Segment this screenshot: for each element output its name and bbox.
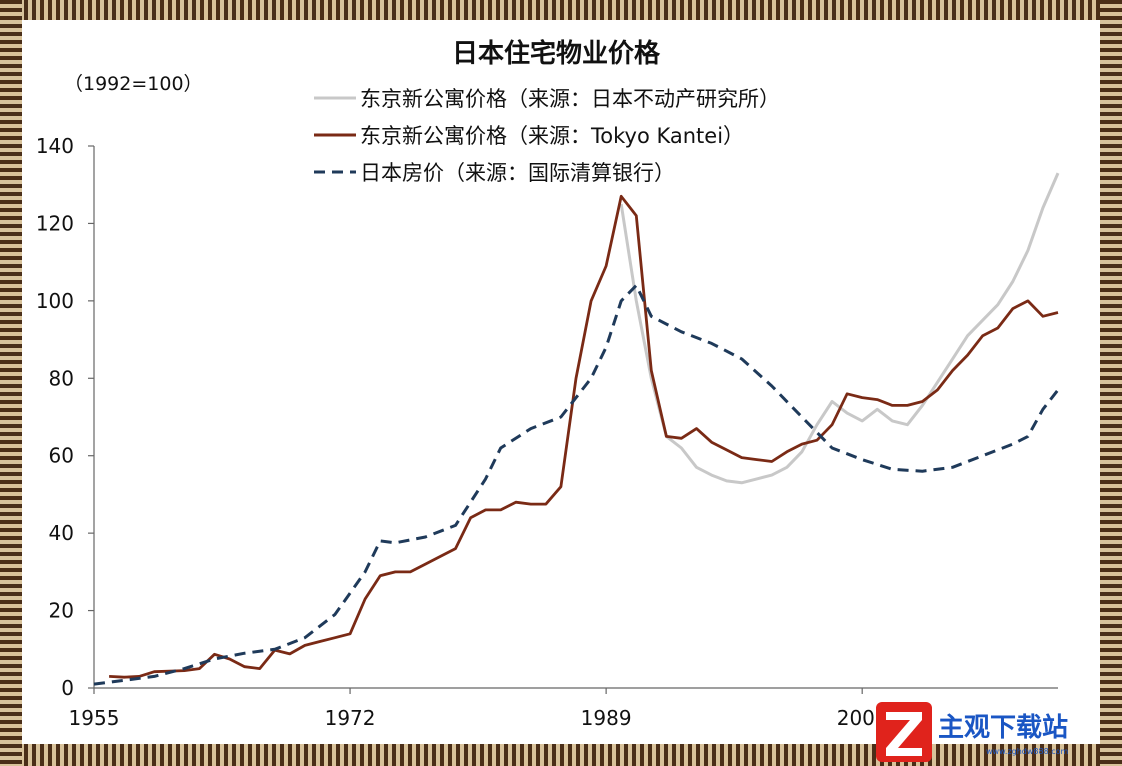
- legend-label-1: 东京新公寓价格（来源：日本不动产研究所）: [360, 87, 780, 111]
- frame-left: [0, 0, 22, 766]
- x-tick-label: 1972: [325, 706, 376, 730]
- legend-label-3: 日本房价（来源：国际清算银行）: [360, 161, 675, 185]
- y-tick-label: 60: [49, 444, 74, 468]
- y-tick-label: 20: [49, 599, 74, 623]
- y-tick-label: 120: [36, 211, 74, 235]
- z-glyph-icon: [886, 712, 922, 756]
- watermark-url: www.zghdw888.com: [986, 747, 1069, 756]
- series-line-3: [93, 283, 1060, 686]
- y-tick-label: 0: [61, 676, 74, 700]
- y-tick-label: 100: [36, 289, 74, 313]
- watermark-brand: 主观下载站: [938, 713, 1068, 743]
- y-tick-label: 140: [36, 134, 74, 158]
- y-tick-label: 40: [49, 521, 74, 545]
- series-line-2: [109, 194, 1059, 679]
- x-tick-label: 1989: [581, 706, 632, 730]
- series-layer: [93, 172, 1060, 686]
- watermark: 主观下载站 www.zghdw888.com: [874, 702, 1100, 762]
- frame-right: [1100, 0, 1122, 766]
- legend-label-2: 东京新公寓价格（来源：Tokyo Kantei）: [360, 124, 744, 148]
- y-tick-label: 80: [49, 366, 74, 390]
- chart-title: 日本住宅物业价格: [452, 38, 661, 69]
- unit-label: （1992=100）: [64, 73, 203, 95]
- x-tick-label: 1955: [69, 706, 120, 730]
- legend: 东京新公寓价格（来源：日本不动产研究所） 东京新公寓价格（来源：Tokyo Kan…: [314, 87, 780, 185]
- chart-canvas: 日本住宅物业价格 （1992=100） 0 20 40 60 80 100 120 140 19…: [22, 20, 1100, 762]
- line-chart: 日本住宅物业价格 （1992=100） 0 20 40 60 80 100 120 140 19…: [36, 38, 1060, 730]
- watermark-graphic: 主观下载站 www.zghdw888.com: [876, 702, 1069, 762]
